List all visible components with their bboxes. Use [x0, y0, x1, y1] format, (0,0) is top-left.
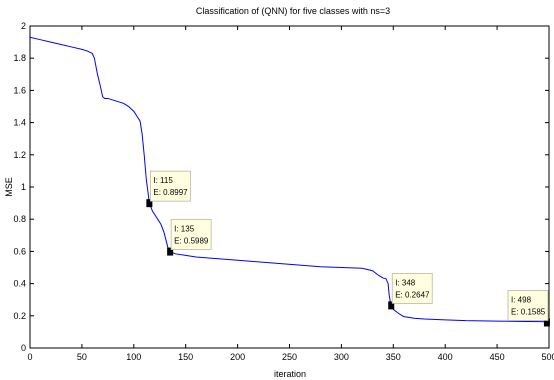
x-tick-label: 150 — [178, 352, 193, 362]
datatip-marker — [388, 301, 395, 310]
datatip-box — [149, 170, 191, 202]
y-tick-label: 1.2 — [13, 150, 26, 160]
y-tick-label: 1 — [21, 182, 26, 192]
datatips-layer: I: 115 E: 0.8997 I: 135 E: 0.5989 I: 348 E: 0… — [146, 170, 550, 327]
datatip-box — [391, 272, 433, 304]
y-tick-label: 0.6 — [13, 246, 26, 256]
datatip-marker — [167, 247, 174, 256]
x-tick-label: 450 — [490, 352, 505, 362]
y-tick-label: 0.4 — [13, 279, 26, 289]
x-tick-label: 200 — [230, 352, 245, 362]
datatip-box — [507, 290, 549, 321]
x-tick-label: 350 — [386, 352, 401, 362]
y-tick-label: 2 — [21, 21, 26, 31]
x-tick-label: 500 — [541, 352, 554, 362]
datatip-iteration: I: 115 — [153, 176, 173, 185]
datatip-iteration: I: 135 — [174, 225, 195, 234]
datatip-error: E: 0.8997 — [153, 188, 188, 197]
y-axis: 0 0.2 0.4 0.6 0.8 1 1.2 1.4 1.6 1.8 2 — [13, 21, 549, 353]
plot-area — [29, 25, 550, 349]
y-axis-label: MSE — [4, 177, 14, 197]
y-tick-label: 0.2 — [13, 311, 26, 321]
x-tick-label: 250 — [282, 352, 297, 362]
y-tick-label: 1.8 — [13, 53, 26, 63]
datatip-iteration: I: 498 — [511, 295, 532, 304]
y-tick-label: 0 — [21, 343, 26, 353]
x-tick-label: 100 — [126, 352, 141, 362]
y-tick-label: 0.8 — [13, 214, 26, 224]
datatip-error: E: 0.1585 — [511, 307, 546, 316]
x-tick-label: 50 — [77, 352, 87, 362]
datatip-marker — [543, 318, 550, 327]
datatip-box — [170, 219, 212, 250]
datatip-error: E: 0.5989 — [174, 237, 209, 246]
x-tick-label: 400 — [438, 352, 453, 362]
datatip-iteration: I: 348 — [395, 278, 416, 287]
datatip-marker — [146, 199, 153, 208]
x-tick-label: 300 — [334, 352, 349, 362]
x-axis: 0 50 100 150 200 250 300 350 400 450 500 — [27, 26, 554, 362]
y-tick-label: 1.6 — [13, 85, 26, 95]
y-tick-label: 1.4 — [13, 118, 26, 128]
chart-title: Classification of (QNN) for five classes… — [196, 6, 390, 16]
x-tick-label: 0 — [27, 352, 32, 362]
datatip-error: E: 0.2647 — [395, 290, 430, 299]
x-axis-label: iteration — [274, 369, 306, 379]
